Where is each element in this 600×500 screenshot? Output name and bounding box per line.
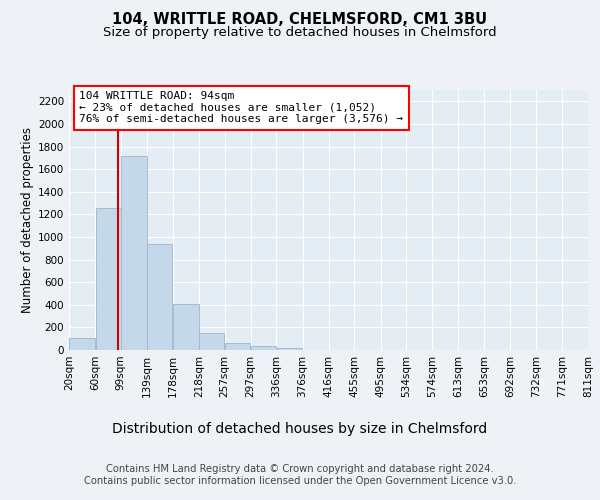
- Bar: [121, 156, 147, 350]
- Text: 104 WRITTLE ROAD: 94sqm
← 23% of detached houses are smaller (1,052)
76% of semi: 104 WRITTLE ROAD: 94sqm ← 23% of detache…: [79, 92, 403, 124]
- Text: Contains public sector information licensed under the Open Government Licence v3: Contains public sector information licen…: [84, 476, 516, 486]
- Bar: [199, 333, 224, 350]
- Bar: [277, 348, 302, 350]
- Text: Distribution of detached houses by size in Chelmsford: Distribution of detached houses by size …: [112, 422, 488, 436]
- Text: Size of property relative to detached houses in Chelmsford: Size of property relative to detached ho…: [103, 26, 497, 39]
- Bar: [251, 346, 276, 350]
- Bar: [173, 304, 199, 350]
- Text: Contains HM Land Registry data © Crown copyright and database right 2024.: Contains HM Land Registry data © Crown c…: [106, 464, 494, 474]
- Text: 104, WRITTLE ROAD, CHELMSFORD, CM1 3BU: 104, WRITTLE ROAD, CHELMSFORD, CM1 3BU: [112, 12, 488, 28]
- Y-axis label: Number of detached properties: Number of detached properties: [21, 127, 34, 313]
- Bar: [225, 342, 250, 350]
- Bar: [69, 338, 95, 350]
- Bar: [148, 244, 172, 350]
- Bar: [95, 208, 121, 350]
